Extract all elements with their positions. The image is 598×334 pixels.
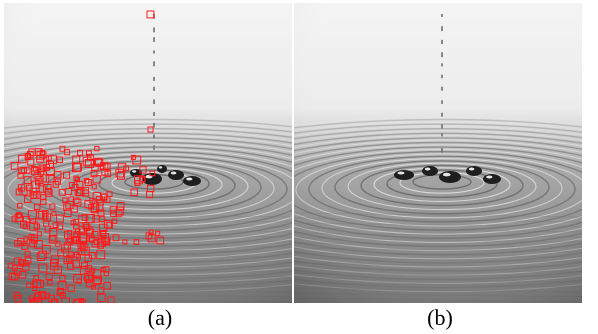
photo-panel-a xyxy=(4,3,292,303)
photo-panel-b xyxy=(294,3,582,303)
feature-markers xyxy=(7,10,165,303)
water-drop-photo-a xyxy=(4,3,292,303)
caption-a: (a) xyxy=(147,305,173,330)
caption-b: (b) xyxy=(427,305,453,330)
water-drop-photo-b xyxy=(294,3,582,303)
